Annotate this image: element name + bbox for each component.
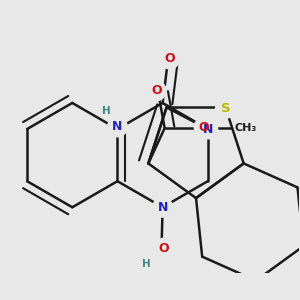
Text: H: H bbox=[142, 259, 151, 269]
Circle shape bbox=[140, 257, 152, 270]
Circle shape bbox=[146, 81, 166, 101]
Text: O: O bbox=[158, 242, 169, 255]
Text: S: S bbox=[221, 102, 230, 115]
Text: N: N bbox=[112, 121, 123, 134]
Text: O: O bbox=[164, 52, 175, 65]
Text: CH₃: CH₃ bbox=[235, 123, 257, 133]
Circle shape bbox=[194, 117, 214, 137]
Circle shape bbox=[100, 104, 112, 117]
Circle shape bbox=[153, 197, 172, 217]
Text: N: N bbox=[158, 201, 168, 214]
Circle shape bbox=[216, 99, 235, 118]
Text: O: O bbox=[151, 84, 162, 98]
Text: N: N bbox=[202, 122, 213, 136]
Text: H: H bbox=[102, 106, 111, 116]
Circle shape bbox=[154, 238, 173, 258]
Circle shape bbox=[108, 117, 127, 137]
Circle shape bbox=[160, 49, 180, 69]
Text: O: O bbox=[199, 121, 209, 134]
Circle shape bbox=[198, 119, 218, 139]
